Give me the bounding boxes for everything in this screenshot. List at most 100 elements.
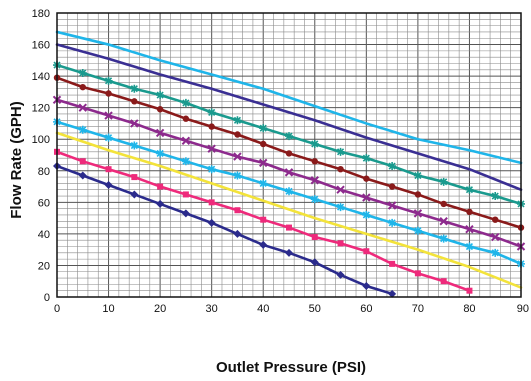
data-point	[439, 177, 448, 186]
data-point	[156, 199, 165, 208]
data-point	[285, 150, 293, 157]
y-tick-label: 120	[32, 103, 50, 115]
series-line	[55, 131, 523, 289]
data-point	[310, 139, 319, 148]
x-tick-labels: 0 10 20 30 40 50 60 70 80 90	[54, 303, 529, 315]
data-point	[414, 270, 421, 277]
data-point	[387, 201, 397, 210]
data-point	[259, 158, 268, 168]
data-point	[233, 171, 242, 180]
data-point	[104, 76, 113, 85]
y-tick-label: 140	[32, 71, 50, 83]
data-point	[414, 191, 422, 198]
data-point	[207, 108, 216, 117]
data-point	[259, 240, 268, 249]
data-point	[208, 199, 215, 206]
data-point	[207, 165, 216, 174]
data-point	[130, 141, 139, 150]
data-point	[311, 234, 318, 241]
x-tick-label: 30	[206, 303, 218, 315]
y-tick-labels: 0 20 40 60 80 100 120 140 160 180	[32, 8, 50, 304]
data-point	[104, 133, 113, 142]
data-point	[79, 158, 86, 165]
data-point	[440, 278, 447, 285]
plot-frame	[56, 12, 522, 298]
data-point	[491, 192, 500, 201]
y-tick-label: 60	[38, 197, 50, 209]
data-point	[310, 258, 319, 267]
data-point	[413, 209, 423, 218]
y-axis-title: Flow Rate (GPH)	[8, 101, 25, 219]
data-point	[285, 187, 293, 196]
data-point	[336, 270, 345, 279]
y-tick-label: 0	[44, 292, 50, 304]
data-point	[181, 98, 190, 107]
x-tick-label: 20	[154, 303, 166, 315]
data-point	[310, 195, 319, 204]
data-point	[491, 232, 500, 242]
series-line	[55, 164, 394, 296]
data-point	[285, 248, 293, 257]
data-point	[156, 106, 164, 113]
x-axis-title: Outlet Pressure (PSI)	[216, 359, 366, 376]
x-tick-label: 60	[360, 303, 372, 315]
data-point	[105, 90, 112, 97]
data-point	[465, 224, 474, 234]
data-point	[131, 98, 138, 105]
data-point	[104, 180, 113, 189]
data-point	[439, 217, 448, 226]
y-tick-label: 40	[38, 229, 50, 241]
data-point	[363, 248, 370, 255]
x-tick-label: 80	[463, 303, 475, 315]
data-point	[78, 103, 87, 112]
data-point	[260, 140, 267, 148]
series-line	[55, 30, 523, 165]
data-point	[130, 119, 139, 128]
data-point	[491, 248, 500, 257]
data-point	[286, 224, 292, 231]
data-point	[362, 154, 371, 163]
data-point	[78, 68, 87, 77]
data-point	[362, 193, 371, 202]
data-point	[155, 128, 165, 138]
data-point	[388, 162, 397, 171]
data-point	[182, 115, 190, 122]
data-point	[233, 152, 242, 161]
data-point	[336, 185, 345, 194]
data-point	[105, 166, 112, 173]
data-point	[156, 91, 165, 100]
data-point	[310, 176, 319, 185]
data-point	[234, 131, 241, 138]
data-point	[311, 158, 318, 165]
data-point	[181, 136, 191, 146]
series-2	[55, 43, 523, 192]
data-point	[130, 84, 139, 93]
series-4	[53, 74, 525, 231]
data-point	[336, 147, 345, 156]
series-5	[52, 95, 526, 251]
data-point	[362, 210, 371, 219]
y-tick-label: 20	[38, 260, 50, 272]
series-line	[55, 43, 523, 192]
data-point	[260, 216, 267, 223]
y-tick-label: 80	[38, 166, 50, 178]
data-point	[413, 171, 422, 180]
data-point	[363, 175, 370, 182]
data-point	[181, 209, 190, 218]
data-point	[388, 183, 396, 190]
data-point	[389, 260, 396, 267]
data-point	[208, 123, 215, 130]
data-point	[131, 174, 138, 181]
data-point	[388, 218, 397, 227]
data-point	[439, 234, 448, 243]
x-tick-label: 0	[54, 303, 60, 315]
data-point	[259, 179, 268, 188]
x-tick-label: 90	[517, 303, 529, 315]
data-point	[156, 149, 165, 158]
data-point	[182, 191, 189, 198]
data-point	[207, 144, 216, 153]
data-point	[336, 203, 345, 212]
data-point	[492, 216, 499, 223]
data-point	[104, 111, 113, 120]
data-point	[157, 183, 164, 190]
